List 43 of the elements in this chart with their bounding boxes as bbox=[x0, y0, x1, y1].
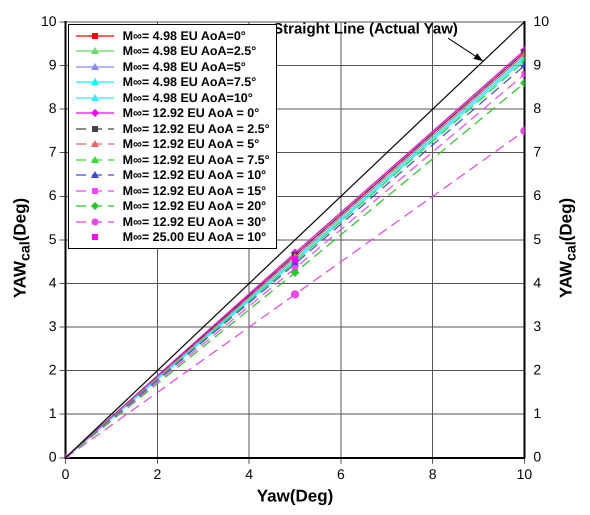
x-axis-title: Yaw(Deg) bbox=[256, 486, 334, 506]
y-tick-label: 4 bbox=[48, 274, 57, 290]
legend-label: M∞= 12.92 EU AoA = 7.5° bbox=[122, 152, 270, 167]
y-tick-label: 10 bbox=[40, 12, 57, 29]
y-tick-label: 8 bbox=[48, 100, 57, 116]
legend-label: M∞= 25.00 EU AoA = 10° bbox=[122, 230, 266, 244]
legend-label: M∞= 12.92 EU AoA = 10° bbox=[122, 168, 266, 182]
legend-label: M∞= 12.92 EU AoA = 15° bbox=[122, 184, 266, 198]
x-tick-label: 8 bbox=[428, 466, 437, 482]
legend-label: M∞= 12.92 EU AoA = 5° bbox=[122, 137, 260, 152]
x-tick-label: 0 bbox=[62, 466, 70, 482]
legend-label: M∞= 12.92 EU AoA = 0° bbox=[122, 106, 260, 120]
legend-label: M∞= 4.98 EU AoA=2.5° bbox=[122, 44, 256, 58]
y2-tick-label: 2 bbox=[533, 362, 542, 378]
y-tick-label: 3 bbox=[48, 318, 57, 334]
y-tick-label: 1 bbox=[48, 405, 57, 422]
y2-tick-label: 10 bbox=[533, 12, 550, 29]
y-tick-label: 6 bbox=[48, 187, 57, 204]
y2-tick-label: 4 bbox=[533, 274, 542, 290]
y2-tick-label: 8 bbox=[533, 100, 542, 116]
y2-tick-label: 1 bbox=[533, 405, 542, 422]
x-tick-label: 4 bbox=[245, 466, 254, 482]
x-tick-label: 10 bbox=[516, 466, 532, 482]
y2-tick-label: 9 bbox=[533, 56, 542, 72]
legend-label: M∞= 12.92 EU AoA = 2.5° bbox=[122, 122, 270, 136]
x-tick-label: 2 bbox=[153, 466, 162, 482]
y2-tick-label: 3 bbox=[533, 318, 542, 334]
y-tick-label: 5 bbox=[48, 230, 57, 247]
legend-label: M∞= 4.98 EU AoA=5° bbox=[122, 60, 246, 74]
y2-tick-label: 6 bbox=[533, 187, 542, 204]
y2-tick-label: 7 bbox=[533, 144, 542, 160]
x-tick-label: 6 bbox=[336, 466, 345, 482]
y2-tick-label: 5 bbox=[533, 230, 542, 247]
y2-tick-label: 0 bbox=[533, 448, 542, 465]
y-tick-label: 0 bbox=[48, 448, 57, 465]
y-tick-label: 2 bbox=[48, 362, 57, 378]
legend-label: M∞= 4.98 EU AoA=10° bbox=[122, 90, 253, 105]
y-tick-label: 9 bbox=[48, 56, 57, 72]
y-tick-label: 7 bbox=[48, 144, 57, 160]
legend-label: M∞= 4.98 EU AoA=7.5° bbox=[122, 75, 256, 90]
legend-label: M∞= 12.92 EU AoA = 30° bbox=[122, 214, 266, 229]
legend-label: M∞= 12.92 EU AoA = 20° bbox=[122, 199, 266, 214]
legend-label: M∞= 4.98 EU AoA=0° bbox=[122, 28, 246, 43]
